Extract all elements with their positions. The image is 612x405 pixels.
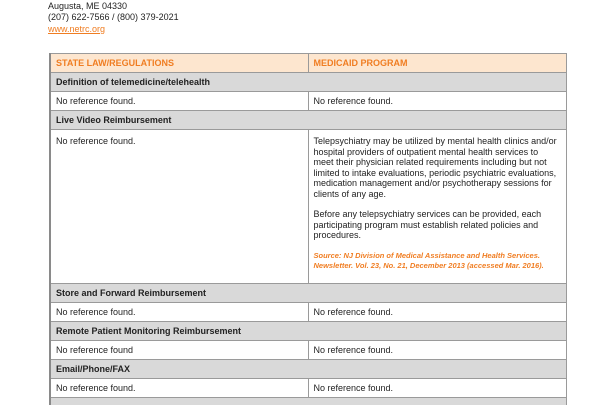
section-row (49, 397, 567, 405)
medicaid-cell: Telepsychiatry may be utilized by mental… (307, 129, 567, 284)
header-state-law: STATE LAW/REGULATIONS (49, 53, 309, 73)
source-citation: Source: NJ Division of Medical Assistanc… (313, 250, 544, 270)
website-link[interactable]: www.netrc.org (48, 24, 106, 34)
state-cell: No reference found. (49, 91, 309, 111)
table-header-row: STATE LAW/REGULATIONS MEDICAID PROGRAM (49, 53, 567, 73)
section-title: Email/Phone/FAX (49, 359, 567, 379)
section-title: Store and Forward Reimbursement (49, 283, 567, 303)
section-row: Remote Patient Monitoring Reimbursement (49, 321, 567, 341)
address-phone: (207) 622-7566 / (800) 379-2021 (48, 12, 179, 22)
medicaid-cell: No reference found. (307, 340, 567, 360)
table-row: No reference found. No reference found. (49, 302, 567, 322)
state-cell: No reference found. (49, 302, 309, 322)
table-row: No reference found. Telepsychiatry may b… (49, 129, 567, 284)
state-cell: No reference found. (49, 129, 309, 284)
medicaid-cell: No reference found. (307, 302, 567, 322)
medicaid-cell: No reference found. (307, 91, 567, 111)
medicaid-cell: No reference found. (307, 378, 567, 398)
section-title: Remote Patient Monitoring Reimbursement (49, 321, 567, 341)
section-row: Live Video Reimbursement (49, 110, 567, 130)
section-title-empty (49, 397, 567, 405)
section-title: Definition of telemedicine/telehealth (49, 72, 567, 92)
table-row: No reference found. No reference found. (49, 378, 567, 398)
address-city: Augusta, ME 04330 (48, 1, 128, 11)
section-title: Live Video Reimbursement (49, 110, 567, 130)
state-cell: No reference found (49, 340, 309, 360)
section-row: Email/Phone/FAX (49, 359, 567, 379)
header-medicaid: MEDICAID PROGRAM (307, 53, 567, 73)
section-row: Definition of telemedicine/telehealth (49, 72, 567, 92)
telehealth-policy-table: STATE LAW/REGULATIONS MEDICAID PROGRAM D… (49, 53, 567, 405)
table-row: No reference found No reference found. (49, 340, 567, 360)
table-row: No reference found. No reference found. (49, 91, 567, 111)
medicaid-paragraph: Telepsychiatry may be utilized by mental… (313, 136, 557, 199)
state-cell: No reference found. (49, 378, 309, 398)
medicaid-paragraph: Before any telepsychiatry services can b… (313, 209, 542, 240)
section-row: Store and Forward Reimbursement (49, 283, 567, 303)
